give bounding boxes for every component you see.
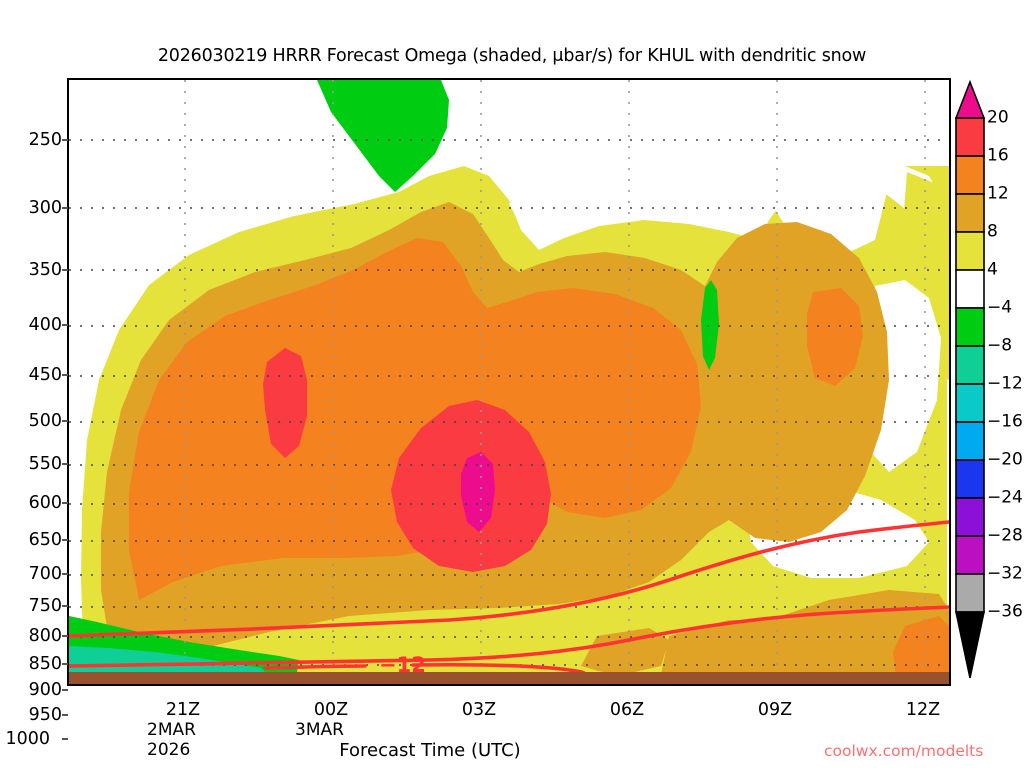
xtick-sub-3mar: 3MAR: [295, 720, 344, 740]
ytick-750: 750: [28, 596, 62, 616]
xtick-21Z: 21Z: [165, 700, 201, 720]
xtick-sub-2mar: 2MAR: [147, 720, 196, 740]
plot-area: −12: [67, 78, 951, 686]
ytick-250: 250: [28, 130, 62, 150]
ytick-850: 850: [28, 654, 62, 674]
ytick-550: 550: [28, 454, 62, 474]
xtick-00Z: 00Z: [313, 700, 349, 720]
cbar-tick-minus16: −16: [987, 411, 1023, 432]
cbar-tick-minus32: −32: [987, 563, 1023, 584]
xtick-06Z: 06Z: [609, 700, 645, 720]
ytick-800: 800: [28, 626, 62, 646]
xtick-sub-2026: 2026: [147, 740, 191, 760]
ytick-600: 600: [28, 493, 62, 513]
cbar-tick-4: 4: [987, 259, 998, 280]
cbar-tick-16: 16: [987, 145, 1009, 166]
cbar-tick-minus24: −24: [987, 487, 1023, 508]
ytick-400: 400: [28, 315, 62, 335]
cbar-tick-minus4: −4: [987, 297, 1013, 318]
xtick-03Z: 03Z: [461, 700, 497, 720]
cbar-tick-12: 12: [987, 183, 1009, 204]
cbar-tick-minus20: −20: [987, 449, 1023, 470]
ytick-500: 500: [28, 411, 62, 431]
grid-lines-vertical: [184, 80, 926, 684]
colorbar: 20 16 12 8 4 −4 −8 −12 −16 −20 −24 −28 −…: [955, 78, 1023, 686]
x-axis-title: Forecast Time (UTC): [339, 740, 521, 761]
xtick-12Z: 12Z: [905, 700, 941, 720]
cbar-tick-minus36: −36: [987, 601, 1023, 622]
omega-contour-plot: −12: [69, 80, 949, 684]
xtick-09Z: 09Z: [757, 700, 793, 720]
omega-band-gt-20: [461, 452, 495, 532]
watermark-link[interactable]: coolwx.com/modelts: [824, 742, 984, 760]
ytick-650: 650: [28, 530, 62, 550]
cbar-tick-minus28: −28: [987, 525, 1023, 546]
colorbar-swatches: [955, 79, 985, 679]
ytick-950: 950: [28, 705, 62, 725]
omega-band-12-16: [129, 238, 949, 684]
title-line-1: 2026030219 HRRR Forecast Omega (shaded, …: [157, 46, 867, 66]
cbar-tick-20: 20: [987, 107, 1009, 128]
ytick-900: 900: [28, 680, 62, 700]
cbar-tick-minus8: −8: [987, 335, 1013, 356]
ytick-450: 450: [28, 365, 62, 385]
ytick-350: 350: [28, 260, 62, 280]
cbar-tick-minus12: −12: [987, 373, 1023, 394]
ytick-300: 300: [28, 198, 62, 218]
ytick-700: 700: [28, 564, 62, 584]
ytick-1000: 1000: [5, 729, 50, 749]
cbar-tick-8: 8: [987, 221, 998, 242]
ground-band: [69, 672, 949, 684]
